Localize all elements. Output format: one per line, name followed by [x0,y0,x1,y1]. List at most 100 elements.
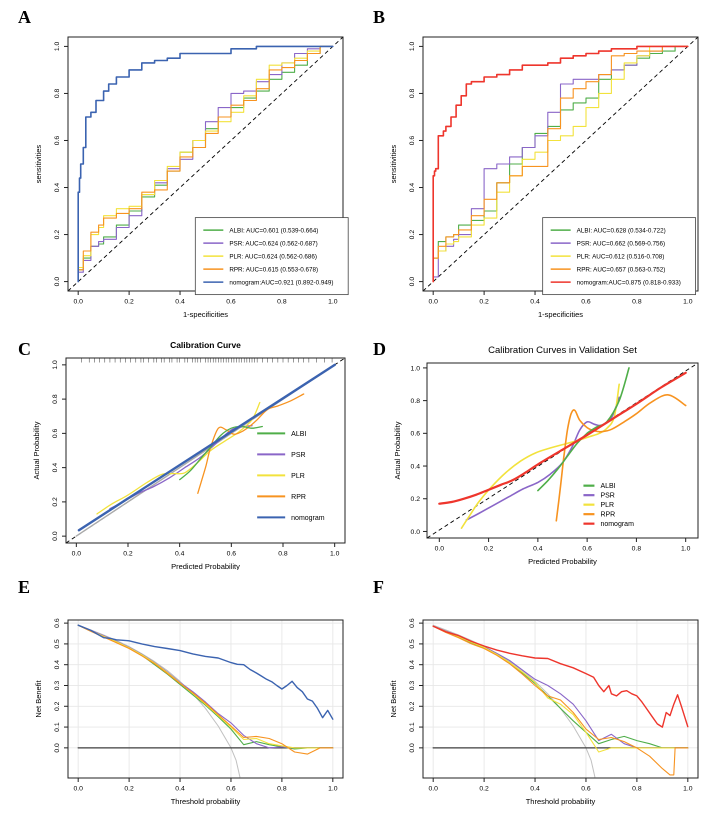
x-tick-label: 0.2 [124,786,134,793]
x-tick-label: 0.4 [533,546,543,553]
panel-e-decision-curve-training-chart: 0.0 0.2 0.4 0.6 0.8 1.0 0.0 0.1 0.2 0.3 0.4 0.5 0.6 T… [18,577,344,806]
legend-label: RPR [291,494,306,501]
legend-label: nomogram:AUC=0.921 (0.892-0.949) [229,279,333,286]
y-tick-label: 1.0 [409,41,416,51]
legend-label: nomogram [291,515,325,522]
y-axis-label: sensitivities [389,145,398,184]
legend-label: RPR: AUC=0.615 (0.553-0.678) [229,266,318,273]
y-tick-label: 0.4 [54,660,61,670]
panel-title: Calibration Curves in Validation Set [488,345,637,356]
x-tick-label: 0.0 [435,546,445,553]
legend: ALBI PSR PLR RPR nomogram [257,431,325,522]
x-tick-label: 0.4 [175,299,185,306]
plot-area [427,363,698,538]
x-tick-label: 1.0 [683,299,693,306]
series-PLR-line [77,624,334,749]
x-tick-label: 0.2 [123,551,133,558]
panel-letter-label: A [18,7,31,27]
x-axis-label: Threshold probability [526,797,596,806]
y-tick-label: 0.6 [409,618,416,628]
x-tick-label: 0.4 [175,786,185,793]
y-tick-label: 0.8 [411,398,421,405]
y-tick-label: 0.2 [409,701,416,711]
legend: ALBI PSR PLR RPR nomogram [583,483,634,528]
y-tick-label: 0.6 [52,428,59,438]
y-tick-label: 0.8 [409,88,416,98]
y-tick-label: 0.6 [54,136,61,146]
panel-b-roc-validation-chart: 0.0 0.2 0.4 0.6 0.8 1.0 0.0 0.2 0.4 0.6 0.8 1.0 1-sp… [373,7,699,319]
y-tick-label: 0.5 [54,639,61,649]
x-tick-label: 0.2 [124,299,134,306]
series-RPR-line [77,45,334,283]
y-tick-label: 0.4 [409,183,416,193]
x-tick-label: 0.6 [227,551,237,558]
plot-frame [65,357,346,544]
panel-letter-label: E [18,577,30,597]
x-tick-label: 1.0 [328,786,338,793]
legend-label: PSR: AUC=0.662 (0.569-0.756) [577,240,665,247]
series-All-line [432,624,596,778]
y-tick-label: 0.3 [409,681,416,691]
y-tick-label: 0.0 [409,277,416,287]
y-tick-label: 0.8 [54,88,61,98]
series-nomogram-line [432,625,689,728]
x-tick-label: 0.0 [72,551,82,558]
plot-frame [426,362,699,539]
x-tick-label: 0.0 [73,786,83,793]
y-axis-label: Net Benefit [389,680,398,718]
y-tick-label: 0.4 [54,183,61,193]
y-tick-label: 0.0 [54,743,61,753]
series-PSR-line [465,396,620,521]
plot-area [68,620,343,778]
series-RPR-line [77,624,334,755]
panel-letter-label: F [373,577,384,597]
x-tick-label: 1.0 [330,551,340,558]
series-PSR-line [77,45,334,283]
plot-area [66,358,345,543]
y-tick-label: 1.0 [411,365,421,372]
legend-label: nomogram:AUC=0.875 (0.818-0.933) [577,279,681,286]
series-nomogram-line [77,45,334,283]
y-tick-label: 0.2 [54,701,61,711]
x-tick-label: 0.6 [581,786,591,793]
legend-label: PSR [291,452,305,459]
series-nomogram-line [438,371,687,505]
panel-c-calibration-training-chart: 0.0 0.2 0.4 0.6 0.8 1.0 0.0 0.2 0.4 0.6 0.8 1.0 Pred… [18,339,346,570]
x-tick-label: 0.8 [632,546,642,553]
panel-letter-label: C [18,339,31,359]
y-tick-label: 0.2 [52,497,59,507]
y-tick-label: 0.0 [52,531,59,541]
series-nomogram-line [432,45,689,283]
y-axis-label: Actual Probability [393,421,402,479]
panel-f-decision-curve-validation-chart: 0.0 0.2 0.4 0.6 0.8 1.0 0.0 0.1 0.2 0.3 0.4 0.5 0.6 T… [373,577,699,806]
legend-label: PSR: AUC=0.624 (0.562-0.687) [229,240,317,247]
x-tick-label: 0.6 [226,786,236,793]
legend: ALBI: AUC=0.601 (0.539-0.664) PSR: AUC=0.… [194,217,349,296]
y-tick-label: 0.0 [411,529,421,536]
x-tick-label: 1.0 [681,546,691,553]
plot-frame [422,619,699,779]
plot-frame [67,619,344,779]
x-tick-label: 0.2 [479,299,489,306]
series-PLR-line [432,45,689,283]
legend-label: ALBI [291,431,306,438]
y-tick-label: 0.2 [54,230,61,240]
y-tick-label: 0.0 [54,277,61,287]
x-axis-label: 1-specificities [538,310,583,319]
legend-label: ALBI: AUC=0.601 (0.539-0.664) [229,227,318,234]
series-nomogram-line [77,624,334,720]
y-tick-label: 0.2 [411,496,421,503]
legend-label: PLR: AUC=0.624 (0.562-0.686) [229,253,317,260]
x-tick-label: 0.0 [73,299,83,306]
legend-label: PLR: AUC=0.612 (0.516-0.708) [577,253,665,260]
legend-label: RPR: AUC=0.657 (0.563-0.752) [577,266,666,273]
y-tick-label: 0.3 [54,681,61,691]
x-tick-label: 0.2 [479,786,489,793]
y-tick-label: 0.4 [409,660,416,670]
y-tick-label: 0.5 [409,639,416,649]
x-tick-label: 0.0 [428,786,438,793]
y-tick-label: 1.0 [52,360,59,370]
series-ALBI-line [179,425,263,481]
legend-label: ALBI [600,483,615,490]
x-tick-label: 0.8 [277,299,287,306]
